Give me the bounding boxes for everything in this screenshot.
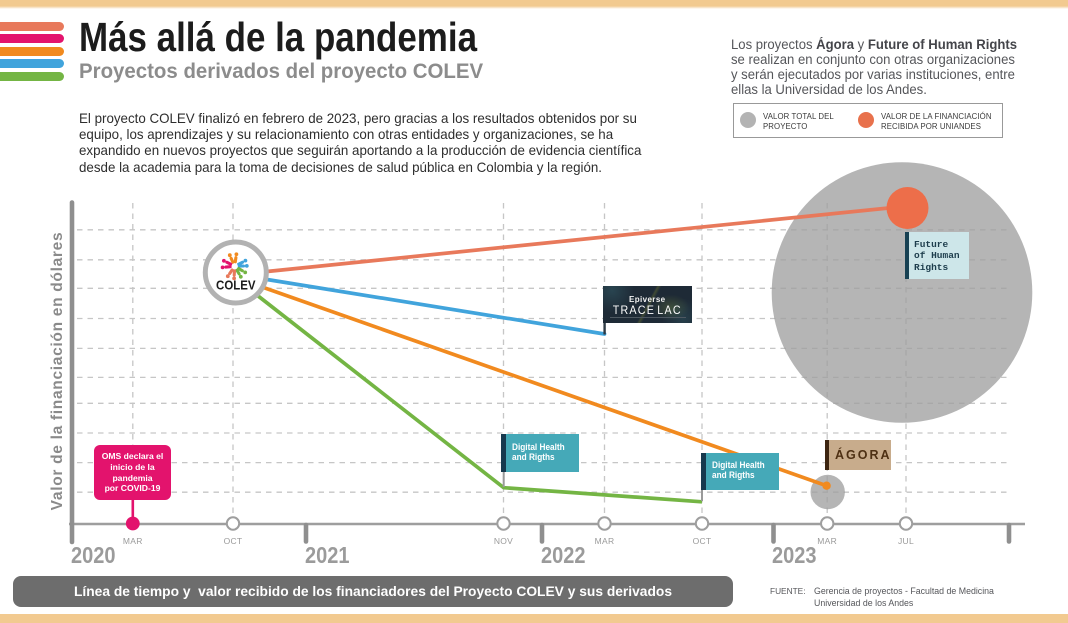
svg-text:COLEV: COLEV xyxy=(216,278,256,293)
